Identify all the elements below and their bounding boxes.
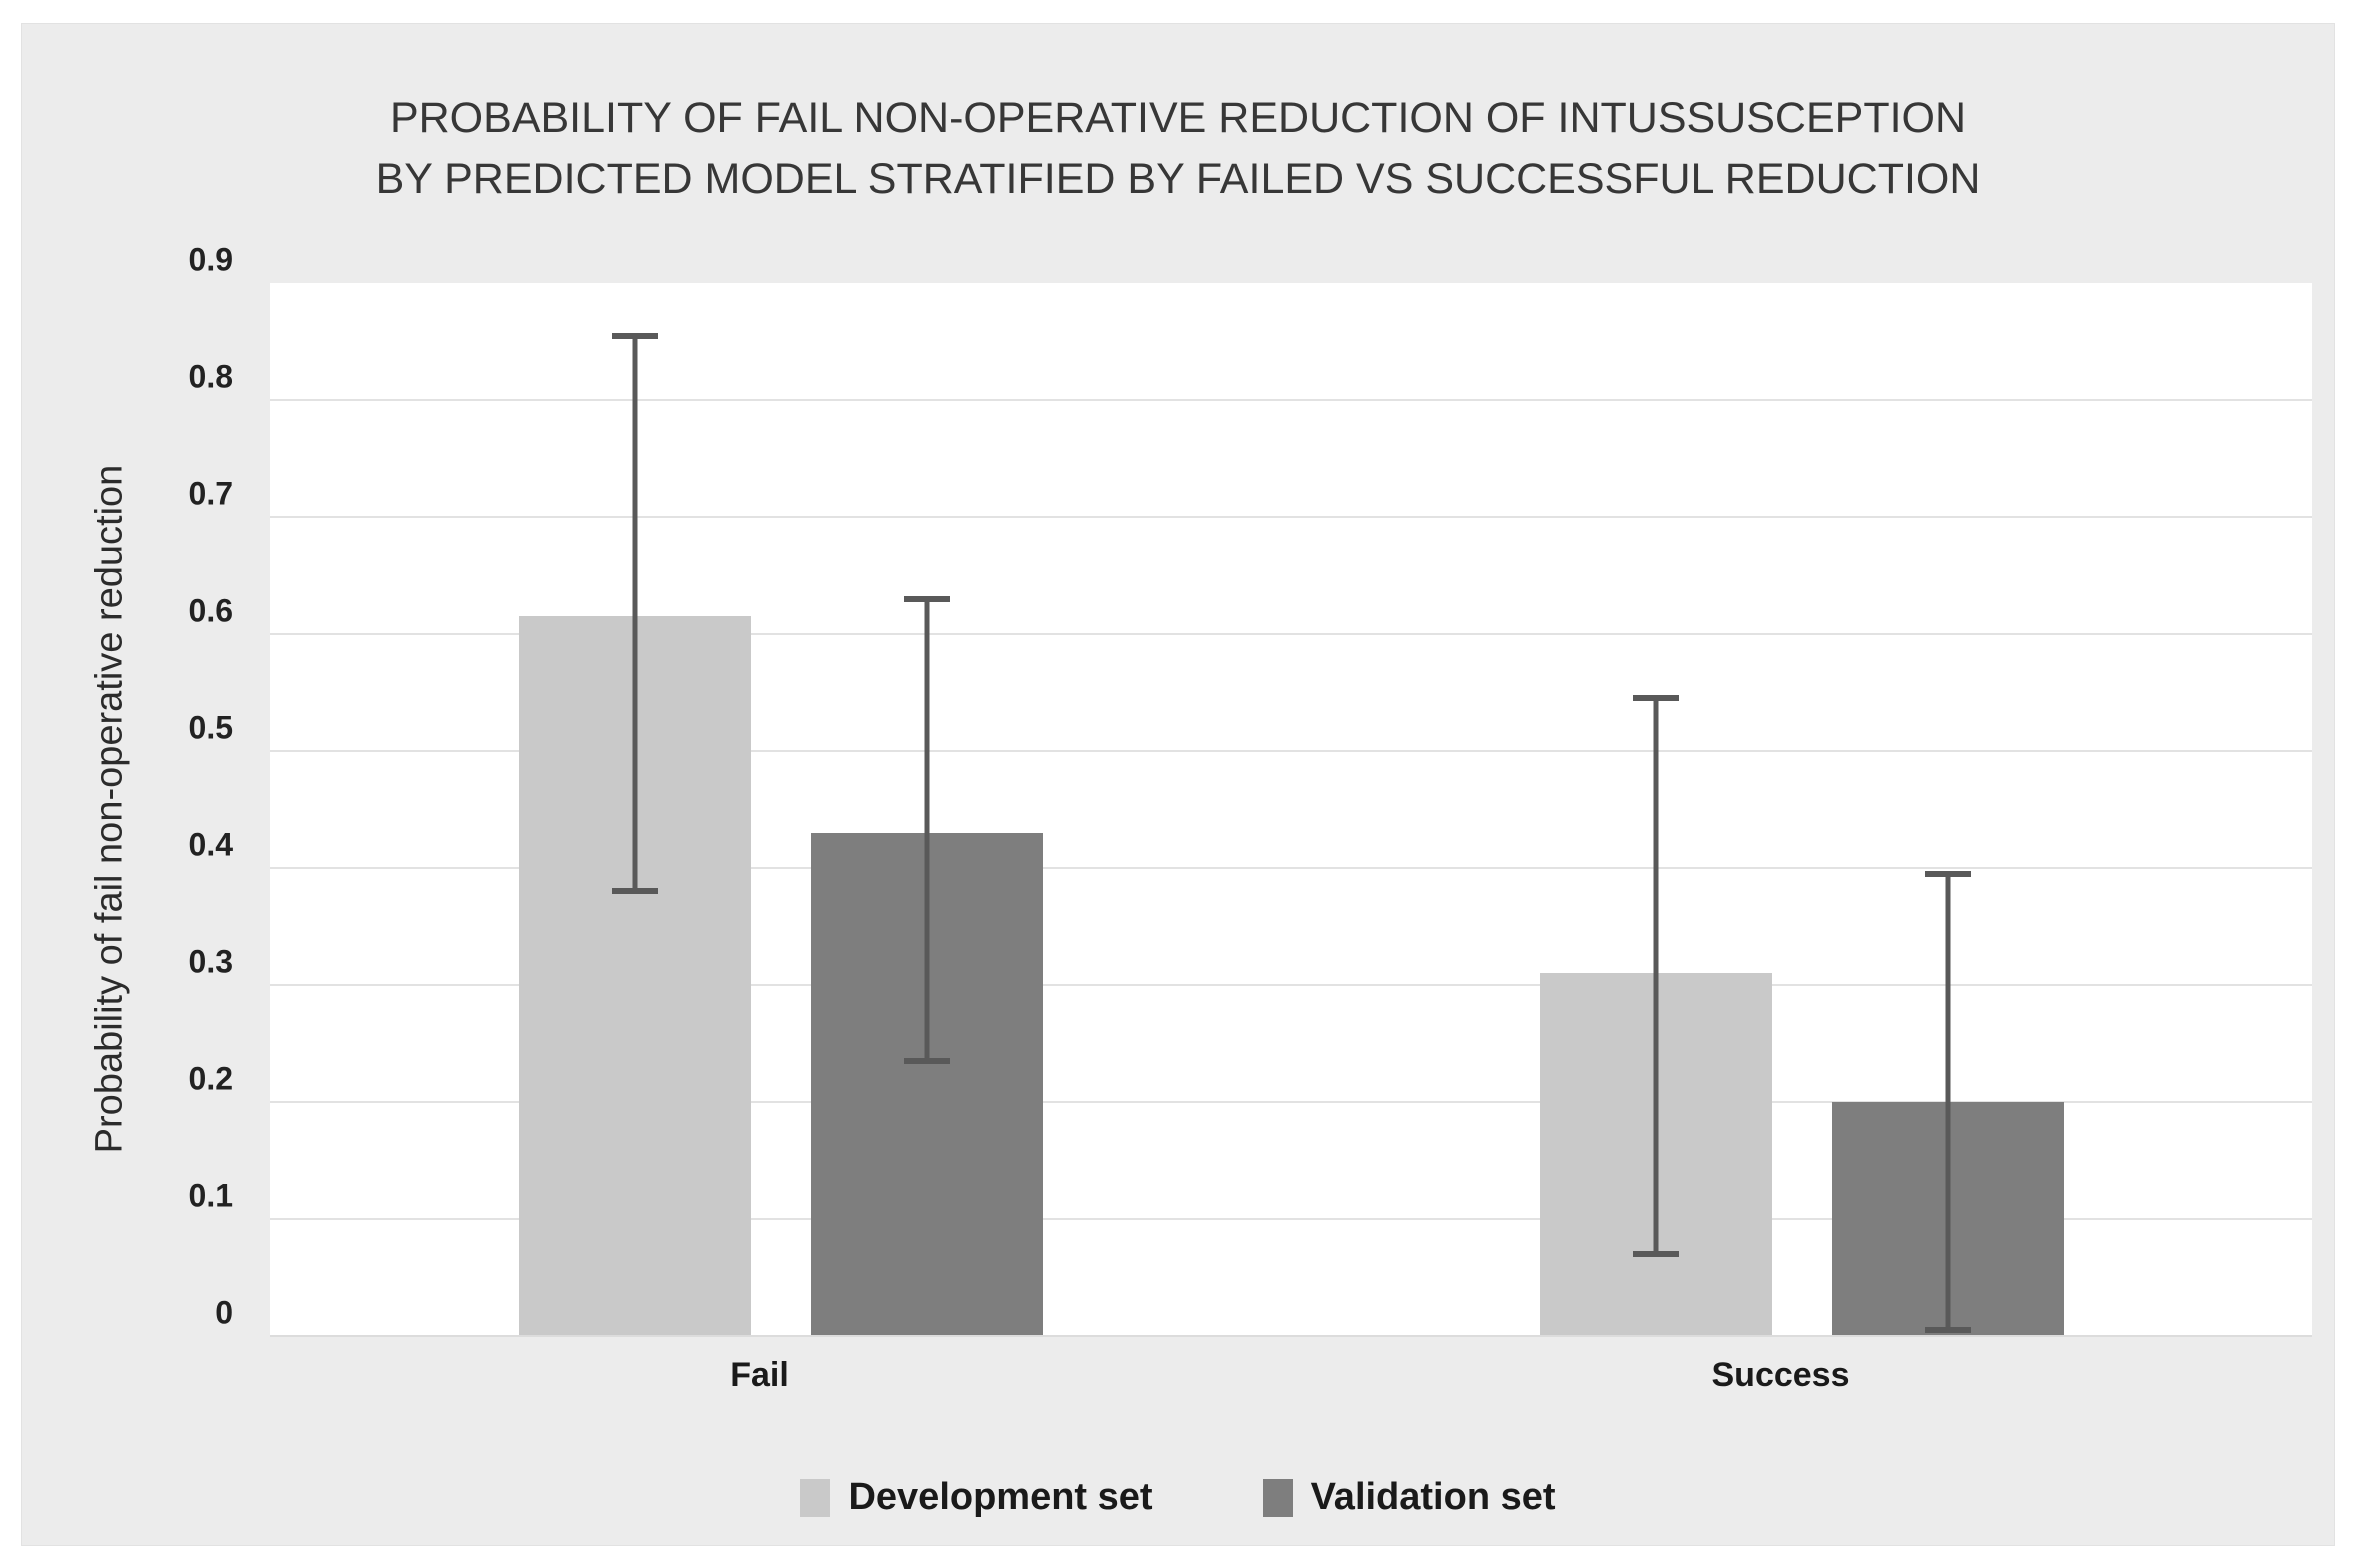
legend: Development set Validation set <box>22 1476 2334 1519</box>
gridline <box>270 984 2312 986</box>
y-tick-label: 0.1 <box>188 1177 233 1214</box>
chart-title-line-2: BY PREDICTED MODEL STRATIFIED BY FAILED … <box>375 155 1981 203</box>
gridline <box>270 633 2312 635</box>
error-bar-cap-top-fail-validation-set <box>903 595 950 602</box>
x-axis-line <box>270 1335 2312 1337</box>
plot-area <box>270 283 2312 1337</box>
chart-title-line-1: PROBABILITY OF FAIL NON-OPERATIVE REDUCT… <box>389 94 1967 142</box>
y-tick-label: 0.8 <box>188 358 233 395</box>
y-tick-label: 0 <box>215 1294 233 1331</box>
error-bar-cap-bottom-success-development-set <box>1632 1251 1679 1258</box>
x-category-label-fail: Fail <box>730 1356 789 1394</box>
error-bar-cap-bottom-fail-development-set <box>611 888 658 895</box>
y-tick-label: 0.3 <box>188 943 233 980</box>
y-tick-label: 0.6 <box>188 592 233 629</box>
error-bar-cap-bottom-fail-validation-set <box>903 1058 950 1065</box>
y-tick-label: 0.9 <box>188 241 233 278</box>
error-bar-cap-top-success-development-set <box>1632 695 1679 702</box>
y-tick-label: 0.5 <box>188 709 233 746</box>
error-bar-success-development-set <box>1653 698 1658 1255</box>
legend-item-development-set: Development set <box>800 1476 1153 1519</box>
gridline <box>270 750 2312 752</box>
gridline <box>270 1218 2312 1220</box>
y-axis-title: Probability of fail non-operative reduct… <box>88 464 131 1154</box>
error-bar-cap-top-fail-development-set <box>611 332 658 339</box>
legend-swatch-validation-set <box>1262 1478 1293 1517</box>
legend-label-development-set: Development set <box>848 1476 1153 1518</box>
error-bar-success-validation-set <box>1945 873 1950 1331</box>
x-category-label-success: Success <box>1711 1356 1850 1394</box>
gridline <box>270 516 2312 518</box>
chart-panel: PROBABILITY OF FAIL NON-OPERATIVE REDUCT… <box>21 23 2335 1546</box>
y-tick-label: 0.7 <box>188 475 233 512</box>
error-bar-fail-development-set <box>632 335 637 892</box>
chart-title: PROBABILITY OF FAIL NON-OPERATIVE REDUCT… <box>22 88 2334 210</box>
y-tick-label: 0.2 <box>188 1060 233 1097</box>
legend-item-validation-set: Validation set <box>1262 1476 1556 1519</box>
gridline <box>270 1101 2312 1103</box>
error-bar-fail-validation-set <box>924 598 929 1062</box>
gridline <box>270 867 2312 869</box>
error-bar-cap-bottom-success-validation-set <box>1924 1327 1971 1334</box>
legend-label-validation-set: Validation set <box>1310 1476 1556 1518</box>
gridline <box>270 399 2312 401</box>
y-tick-label: 0.4 <box>188 826 233 863</box>
error-bar-cap-top-success-validation-set <box>1924 870 1971 877</box>
legend-swatch-development-set <box>800 1478 831 1517</box>
